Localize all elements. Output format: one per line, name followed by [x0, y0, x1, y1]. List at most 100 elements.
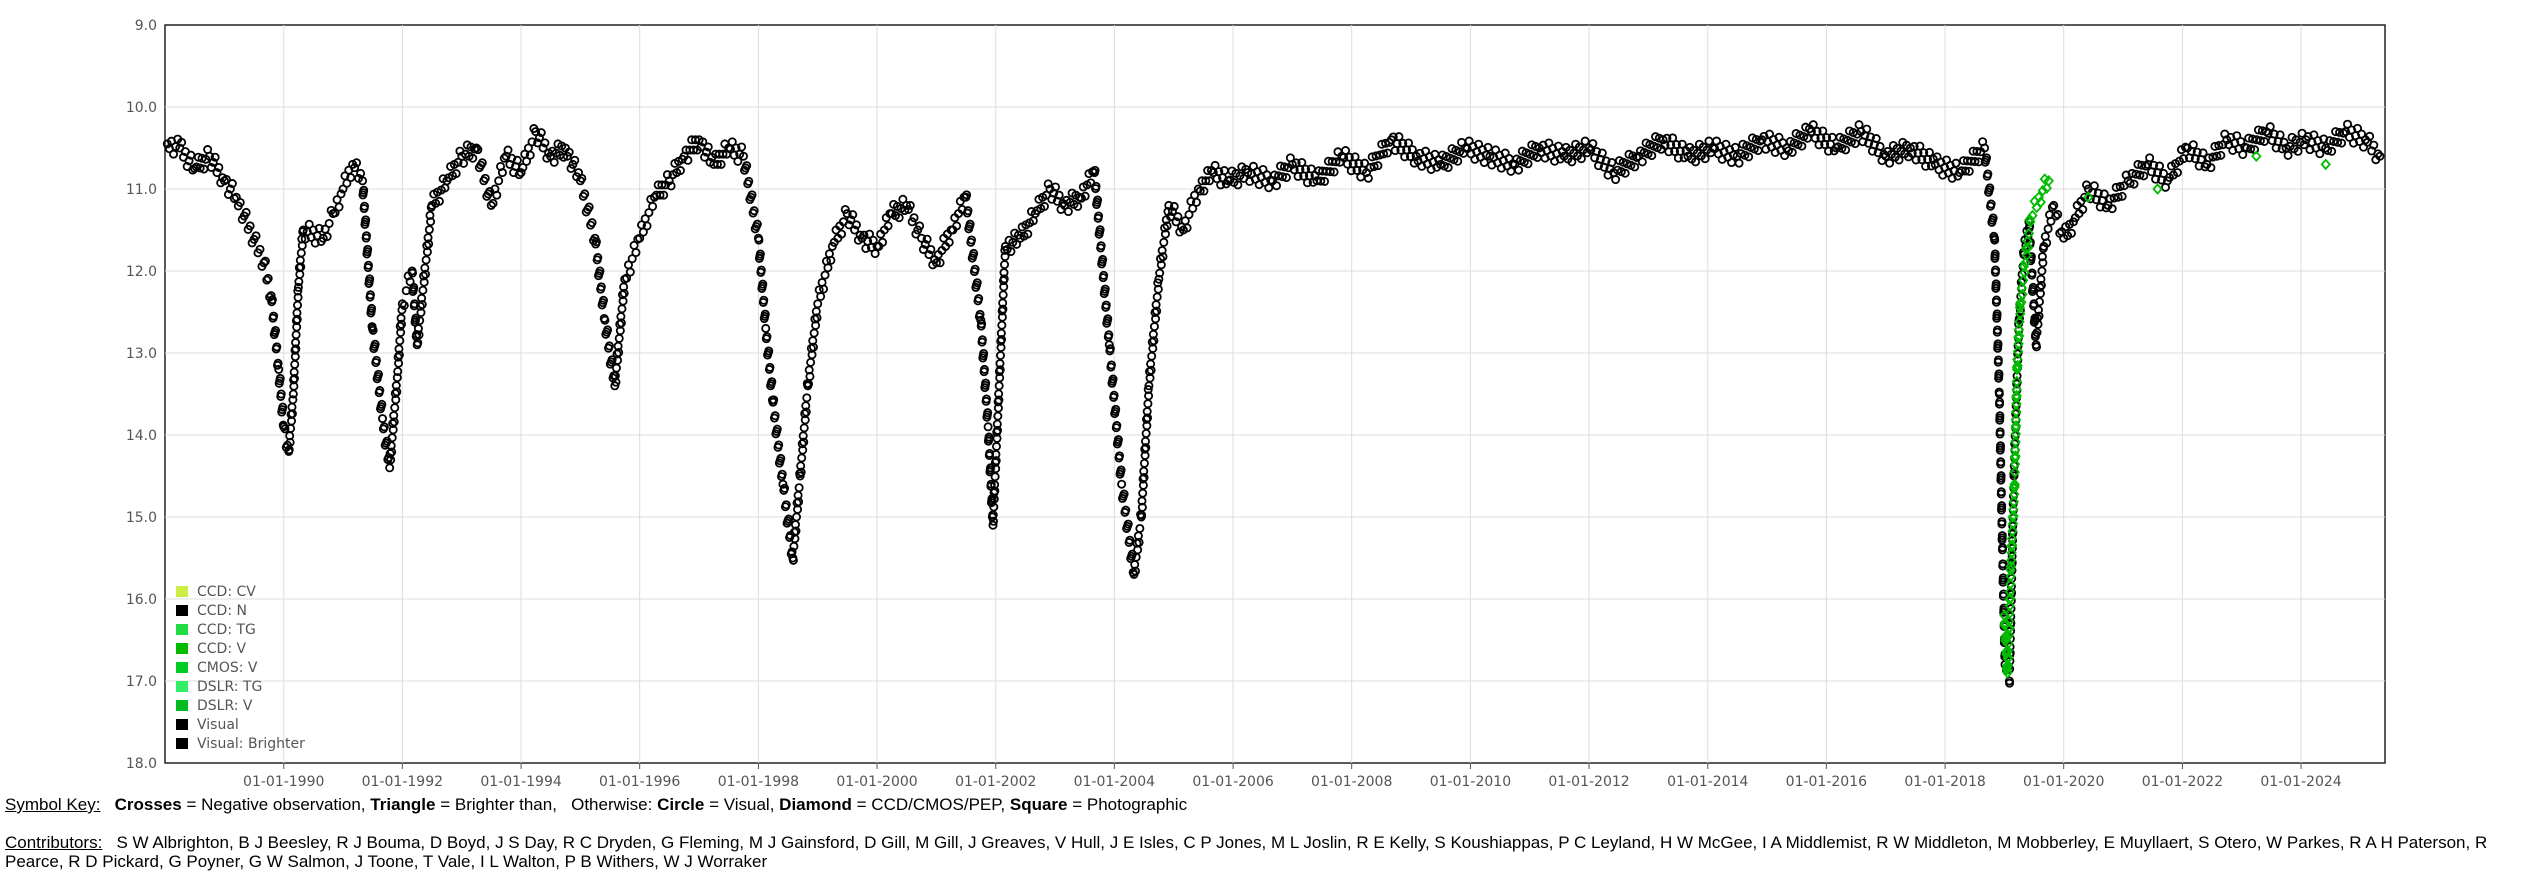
circle-point	[272, 342, 282, 352]
circle-point	[416, 308, 426, 318]
circle-point	[1812, 126, 1822, 136]
x-tick-label: 01-01-1990	[243, 774, 324, 790]
circle-point	[1997, 517, 2007, 527]
circle-point	[221, 174, 231, 184]
diamond-point	[2015, 296, 2027, 308]
circle-point	[770, 411, 780, 421]
legend-swatch	[176, 586, 188, 597]
circle-point	[527, 137, 537, 147]
light-curve-chart: 9.010.011.012.013.014.015.016.017.018.0 …	[126, 18, 2386, 790]
circle-point	[625, 267, 635, 277]
circle-point	[1006, 247, 1016, 257]
circle-point	[1184, 210, 1194, 220]
circle-point	[703, 142, 713, 152]
circle-point	[414, 330, 424, 340]
circle-point	[894, 213, 904, 223]
y-tick-label: 14.0	[126, 428, 157, 444]
x-tick-label: 01-01-2006	[1192, 774, 1273, 790]
circle-point	[962, 190, 972, 200]
circle-point	[396, 319, 406, 329]
circle-point	[2139, 171, 2149, 181]
circle-point	[1360, 158, 1370, 168]
circle-point	[776, 453, 786, 463]
circle-point	[2335, 127, 2345, 137]
circle-point	[754, 235, 764, 245]
circle-point	[666, 181, 676, 191]
circle-point	[598, 295, 608, 305]
circle-point	[425, 210, 435, 220]
circle-point	[480, 173, 490, 183]
circle-point	[2159, 168, 2169, 178]
diamond-point	[2024, 213, 2035, 226]
circle-point	[334, 202, 344, 212]
diamond-point	[2022, 235, 2033, 247]
circle-point	[1955, 168, 1965, 178]
circle-point	[259, 258, 269, 268]
circle-point	[1091, 181, 1101, 191]
circle-point	[2093, 188, 2103, 198]
circle-point	[1167, 207, 1177, 217]
circle-point	[278, 402, 288, 412]
circle-point	[1301, 164, 1311, 174]
circle-point	[1191, 197, 1201, 207]
circle-point	[396, 327, 406, 337]
circle-point	[1862, 124, 1872, 134]
circle-point	[1483, 142, 1493, 152]
diamond-point	[2012, 345, 2024, 358]
diamond-point	[2008, 509, 2019, 522]
circle-point	[997, 334, 1007, 344]
circle-point	[774, 440, 784, 450]
circle-point	[747, 190, 757, 200]
circle-point	[935, 258, 945, 268]
circle-point	[1808, 120, 1818, 130]
diamond-point	[2014, 308, 2026, 320]
circle-point	[1443, 163, 1453, 173]
grid-lines	[165, 25, 2385, 763]
circle-point	[1104, 330, 1114, 340]
circle-point	[805, 371, 815, 381]
circle-point	[1023, 229, 1033, 239]
diamond-point	[2251, 150, 2262, 163]
y-tick-label: 9.0	[135, 18, 157, 34]
circle-point	[393, 366, 403, 376]
circle-point	[1744, 152, 1754, 162]
circle-point	[787, 547, 797, 557]
legend-label: DSLR: TG	[197, 679, 262, 695]
circle-point	[587, 218, 597, 228]
circle-point	[350, 163, 360, 173]
diamond-text: = CCD/CMOS/PEP,	[856, 795, 1006, 814]
circle-point	[1995, 411, 2005, 421]
circle-point	[1668, 133, 1678, 143]
diamond-point	[2002, 659, 2014, 671]
circle-point	[981, 394, 991, 404]
circle-point	[214, 162, 224, 172]
circle-point	[512, 155, 522, 165]
circle-point	[1993, 355, 2003, 365]
circle-point	[2032, 327, 2042, 337]
circle-point	[767, 377, 777, 387]
otherwise-label: Otherwise:	[571, 795, 653, 814]
circle-point	[477, 158, 487, 168]
circle-point	[1993, 339, 2003, 349]
circle-point	[1597, 148, 1607, 158]
circle-point	[837, 229, 847, 239]
circle-point	[424, 239, 434, 249]
circle-point	[975, 309, 985, 319]
circle-point	[392, 373, 402, 383]
circle-point	[2049, 200, 2059, 210]
circle-point	[2232, 131, 2242, 141]
circle-point	[1369, 162, 1379, 172]
diamond-point	[2009, 488, 2020, 501]
diamond-point	[2008, 495, 2020, 508]
circle-point	[434, 196, 444, 206]
circle-point	[749, 206, 759, 216]
legend-label: DSLR: V	[197, 698, 253, 714]
circle-point	[963, 206, 973, 216]
x-tick-label: 01-01-2010	[1430, 774, 1511, 790]
circle-point	[408, 268, 418, 278]
circle-point	[900, 206, 910, 216]
y-tick-label: 11.0	[126, 182, 157, 198]
x-tick-label: 01-01-1996	[599, 774, 680, 790]
circle-point	[1274, 171, 1284, 181]
circle-point	[2029, 299, 2039, 309]
